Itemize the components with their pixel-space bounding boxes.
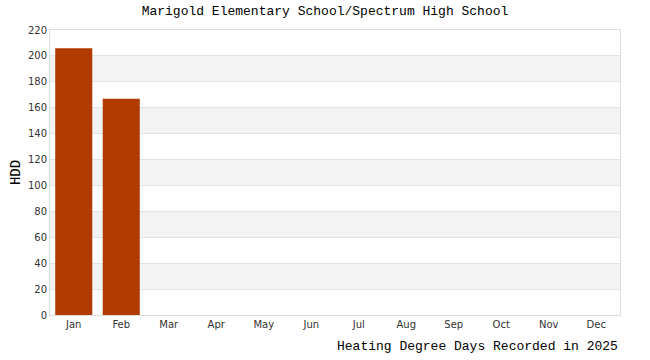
- svg-text:Sep: Sep: [444, 319, 463, 330]
- svg-text:Aug: Aug: [396, 319, 416, 330]
- svg-text:140: 140: [28, 128, 47, 139]
- svg-text:Jul: Jul: [352, 319, 365, 330]
- svg-text:Nov: Nov: [539, 319, 559, 330]
- svg-text:Marigold Elementary School/Spe: Marigold Elementary School/Spectrum High…: [142, 4, 509, 19]
- svg-text:Jan: Jan: [65, 319, 81, 330]
- svg-text:May: May: [253, 319, 274, 330]
- svg-text:80: 80: [34, 206, 47, 217]
- svg-text:HDD: HDD: [8, 160, 24, 185]
- svg-text:Mar: Mar: [159, 319, 179, 330]
- svg-text:200: 200: [28, 50, 47, 61]
- svg-text:Dec: Dec: [587, 319, 606, 330]
- svg-text:180: 180: [28, 76, 47, 87]
- svg-text:220: 220: [28, 25, 47, 36]
- svg-text:Jun: Jun: [302, 319, 319, 330]
- svg-text:Apr: Apr: [208, 319, 226, 330]
- svg-text:120: 120: [28, 154, 47, 165]
- svg-text:0: 0: [41, 310, 47, 321]
- svg-text:Oct: Oct: [493, 319, 510, 330]
- svg-text:20: 20: [34, 284, 47, 295]
- svg-text:40: 40: [34, 258, 47, 269]
- svg-text:Feb: Feb: [112, 319, 130, 330]
- svg-text:100: 100: [28, 180, 47, 191]
- svg-text:160: 160: [28, 102, 47, 113]
- svg-text:60: 60: [34, 232, 47, 243]
- svg-text:Heating Degree Days Recorded i: Heating Degree Days Recorded in 2025: [337, 339, 618, 354]
